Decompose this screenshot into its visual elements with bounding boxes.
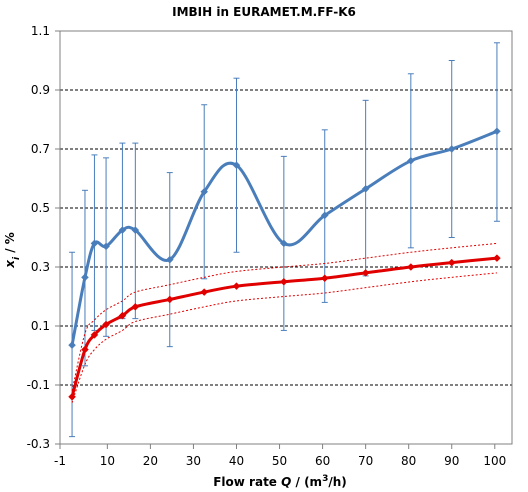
reference-point-marker [165, 295, 174, 304]
y-tick-label: 0.5 [31, 201, 50, 215]
result-point-marker [406, 156, 415, 165]
reference-point-marker [81, 345, 89, 354]
result-point-marker [81, 273, 89, 282]
reference-point-marker [361, 269, 370, 277]
y-axis-title: xi / % [3, 232, 22, 269]
result-point-marker [320, 211, 329, 220]
result-point-marker [361, 184, 370, 193]
error-bars [69, 42, 500, 438]
x-tick-label: 10 [100, 454, 115, 468]
axis-ticks: -0.3 -0.1 0.1 0.3 0.5 0.7 0.9 1.1 -1 10 20 30 40 50 60… [27, 24, 507, 468]
grid-lines [60, 89, 512, 386]
x-tick-label: 50 [272, 454, 287, 468]
plot-area-frame [59, 30, 513, 445]
result-point-marker [447, 145, 456, 153]
y-tick-label: -0.1 [27, 378, 50, 392]
reference-point-marker [102, 320, 110, 329]
reference-point-marker [279, 277, 288, 286]
reference-point-marker [320, 274, 329, 283]
result-point-marker [232, 161, 241, 170]
x-tick-label: 100 [483, 454, 506, 468]
result-point-marker [279, 239, 288, 248]
reference-point-marker [447, 258, 456, 267]
reference-point-marker [406, 263, 415, 271]
result-point-marker [118, 226, 127, 234]
reference-point-marker [131, 302, 140, 311]
y-tick-label: 0.1 [31, 319, 50, 333]
result-point-marker [102, 242, 110, 251]
reference-point-marker [232, 282, 241, 291]
x-axis-title-sup: 3 [322, 474, 328, 484]
y-tick-label: 0.7 [31, 142, 50, 156]
result-point-marker [165, 255, 174, 264]
x-tick-label: 20 [143, 454, 158, 468]
y-tick-label: -0.3 [27, 437, 50, 451]
reference-point-marker [493, 254, 501, 263]
x-tick-label: 80 [401, 454, 416, 468]
x-tick-label: 30 [186, 454, 201, 468]
x-axis-title-suffix: /h) [328, 475, 346, 489]
series-markers [68, 127, 501, 401]
y-tick-label: 1.1 [31, 24, 50, 38]
y-axis-title-suffix: / % [3, 232, 17, 257]
x-tick-label: -1 [54, 454, 66, 468]
reference-point-marker [200, 288, 209, 296]
x-tick-label: 70 [358, 454, 373, 468]
result-point-marker [493, 127, 501, 136]
x-axis-title-var: Q [281, 475, 291, 489]
x-axis-title-prefix: Flow rate [213, 475, 281, 489]
band-line [71, 242, 497, 392]
x-tick-label: 60 [315, 454, 330, 468]
x-tick-label: 90 [444, 454, 459, 468]
y-axis-title-var: x [3, 259, 17, 269]
y-tick-label: 0.9 [31, 83, 50, 97]
reference-point-marker [90, 330, 99, 339]
x-axis-title-mid: / (m [291, 475, 322, 489]
y-axis-title-sub: i [12, 256, 22, 260]
result-point-marker [200, 187, 209, 196]
x-axis-title: Flow rate Q / (m3/h) [213, 474, 347, 489]
chart-title: IMBIH in EURAMET.M.FF-K6 [172, 5, 356, 19]
result-point-marker [68, 341, 76, 350]
y-tick-label: 0.3 [31, 260, 50, 274]
result-point-marker [90, 239, 99, 248]
reference-point-marker [68, 392, 76, 401]
reference-point-marker [118, 311, 127, 320]
result-point-marker [131, 226, 140, 234]
band-line [71, 272, 497, 403]
x-tick-label: 40 [229, 454, 244, 468]
